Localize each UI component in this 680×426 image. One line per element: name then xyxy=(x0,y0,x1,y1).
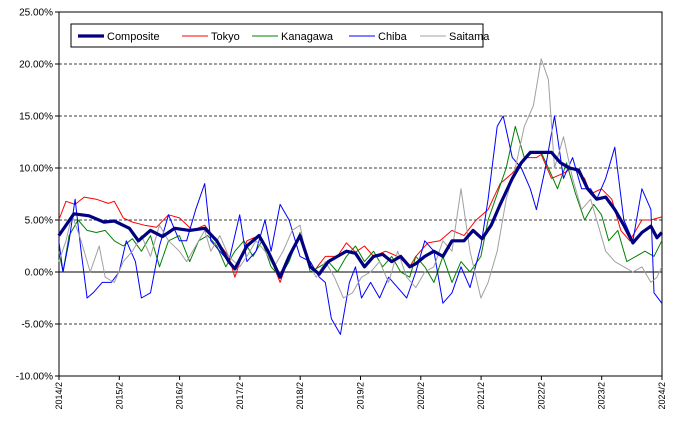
legend-label: Chiba xyxy=(378,31,408,43)
legend: Composite Tokyo Kanagawa Chiba Saitama xyxy=(70,23,490,48)
y-tick-label: 10.00% xyxy=(19,164,53,175)
x-tick-label: 2015/2 xyxy=(114,382,124,410)
x-tick-label: 2023/2 xyxy=(597,382,607,410)
series-line-chiba xyxy=(58,115,663,335)
x-tick-label: 2019/2 xyxy=(356,382,366,410)
x-tick-label: 2018/2 xyxy=(295,382,305,410)
y-tick-label: 5.00% xyxy=(25,216,53,227)
y-axis: -10.00% -5.00% 0.00% 5.00% 10.00% 15.00% 20.00… xyxy=(16,8,59,383)
legend-label: Saitama xyxy=(449,31,490,43)
series-line-tokyo xyxy=(58,154,662,283)
y-tick-label: 15.00% xyxy=(19,112,53,123)
x-tick-label: 2020/2 xyxy=(416,382,426,410)
legend-label: Kanagawa xyxy=(281,31,334,43)
y-tick-label: 20.00% xyxy=(19,60,53,71)
x-tick-label: 2014/2 xyxy=(54,382,64,410)
x-tick-label: 2016/2 xyxy=(175,382,185,410)
series-layer xyxy=(57,58,663,335)
x-tick-label: 2022/2 xyxy=(536,382,546,410)
y-tick-label: 0.00% xyxy=(25,268,53,279)
legend-label: Composite xyxy=(107,31,160,43)
x-axis: 2014/2 2015/2 2016/2 2017/2 2018/2 2019/2 2020… xyxy=(54,376,667,410)
y-tick-label: 25.00% xyxy=(19,8,53,19)
x-tick-label: 2017/2 xyxy=(235,382,245,410)
series-line-saitama xyxy=(58,58,663,299)
plot-area xyxy=(58,11,663,377)
x-tick-label: 2024/2 xyxy=(657,382,667,410)
legend-label: Tokyo xyxy=(211,31,240,43)
x-tick-label: 2021/2 xyxy=(476,382,486,410)
gridlines xyxy=(59,63,662,325)
y-tick-label: -10.00% xyxy=(16,372,53,383)
series-line-composite xyxy=(57,150,663,279)
y-tick-label: -5.00% xyxy=(21,320,53,331)
